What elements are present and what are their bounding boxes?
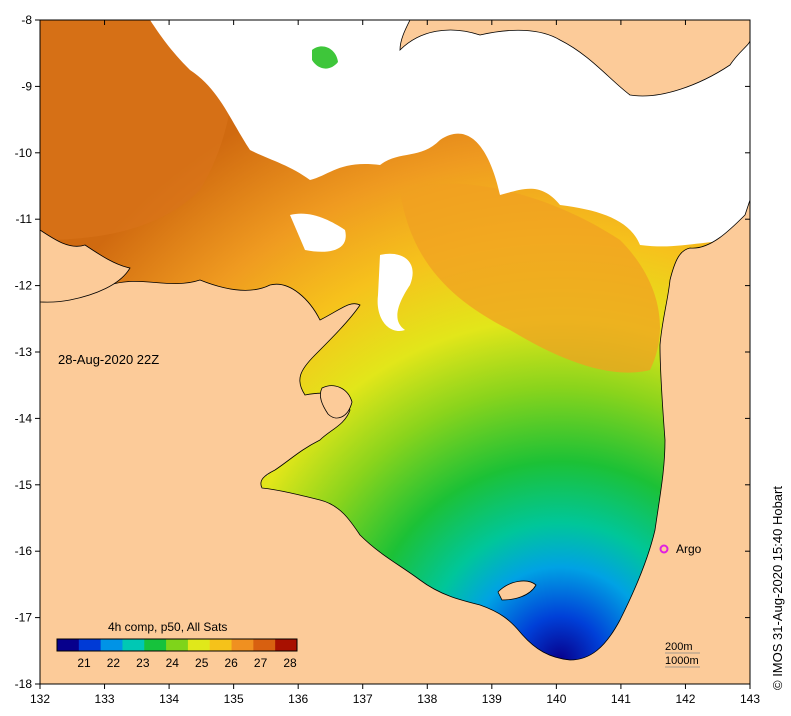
colorbar-swatch <box>166 639 189 651</box>
lon-tick-label: 143 <box>740 692 760 706</box>
warm-west <box>40 20 234 240</box>
lat-tick-label: -18 <box>15 677 33 691</box>
colorbar-swatch <box>122 639 145 651</box>
colorbar-swatches <box>57 639 298 651</box>
colorbar-swatch <box>209 639 233 651</box>
lon-tick-label: 142 <box>675 692 695 706</box>
colorbar-swatch <box>187 639 211 651</box>
colorbar: 4h comp, p50, All Sats 21 22 23 24 25 26 27 28 <box>56 620 298 670</box>
warm-core <box>400 183 660 373</box>
colorbar-swatch <box>57 639 80 651</box>
land-australia <box>40 199 750 684</box>
lon-tick-label: 136 <box>288 692 308 706</box>
lat-tick-label: -11 <box>16 212 33 226</box>
lon-tick-label: 135 <box>224 692 244 706</box>
colorbar-swatch <box>78 639 102 651</box>
colorbar-tick-label: 26 <box>224 656 238 670</box>
lon-tick-label: 138 <box>417 692 437 706</box>
colorbar-tick-label: 28 <box>283 656 297 670</box>
island-mornington <box>497 580 537 601</box>
lat-tick-label: -15 <box>15 478 33 492</box>
lat-tick-label: -8 <box>21 13 32 27</box>
lat-tick-label: -9 <box>21 79 32 93</box>
longitude-axis: 132 133 134 135 136 137 138 139 140 141 142 143 <box>30 20 760 706</box>
colorbar-tick-label: 23 <box>136 656 150 670</box>
no-data-region-3 <box>377 253 413 331</box>
sst-patch <box>312 46 338 69</box>
lat-tick-label: -13 <box>15 345 33 359</box>
lon-tick-label: 140 <box>546 692 566 706</box>
lon-tick-label: 134 <box>159 692 179 706</box>
colorbar-ticks: 21 22 23 24 25 26 27 28 <box>77 656 297 670</box>
colorbar-border <box>56 638 298 652</box>
depth-200m-label: 200m <box>665 641 693 653</box>
lat-tick-label: -16 <box>15 544 33 558</box>
lon-tick-label: 133 <box>95 692 115 706</box>
colorbar-swatch <box>100 639 123 651</box>
colorbar-tick-label: 22 <box>107 656 121 670</box>
lat-tick-label: -14 <box>15 411 33 425</box>
land-png <box>399 20 750 97</box>
depth-1000m-label: 1000m <box>665 655 699 667</box>
depth-legend: 200m 1000m <box>665 641 700 668</box>
latitude-axis: -8 -9 -10 -11 -12 -13 -14 -15 -16 -17 -18 <box>15 13 750 691</box>
colorbar-tick-label: 25 <box>195 656 209 670</box>
colorbar-tick-label: 21 <box>77 656 91 670</box>
colorbar-tick-label: 27 <box>254 656 268 670</box>
lon-tick-label: 139 <box>482 692 502 706</box>
map-plot <box>40 20 750 684</box>
argo-label: Argo <box>676 542 702 556</box>
colorbar-title: 4h comp, p50, All Sats <box>108 620 227 634</box>
lon-tick-label: 132 <box>30 692 50 706</box>
lat-tick-label: -12 <box>15 279 33 293</box>
colorbar-swatch <box>231 639 254 651</box>
no-data-region <box>150 20 750 247</box>
timestamp: 28-Aug-2020 22Z <box>58 352 159 367</box>
argo-float: Argo <box>659 542 702 556</box>
no-data-region-2 <box>290 213 346 252</box>
argo-marker <box>659 544 669 554</box>
island-groote <box>320 385 353 419</box>
lon-tick-label: 137 <box>353 692 373 706</box>
credit-text: © IMOS 31-Aug-2020 15:40 Hobart <box>770 486 785 690</box>
lat-tick-label: -17 <box>15 611 33 625</box>
land-arnhem <box>40 229 131 303</box>
colorbar-tick-label: 24 <box>166 656 180 670</box>
lat-tick-label: -10 <box>15 146 33 160</box>
colorbar-swatch <box>253 639 276 651</box>
colorbar-swatch <box>275 639 298 651</box>
colorbar-swatch <box>144 639 167 651</box>
lon-tick-label: 141 <box>611 692 631 706</box>
